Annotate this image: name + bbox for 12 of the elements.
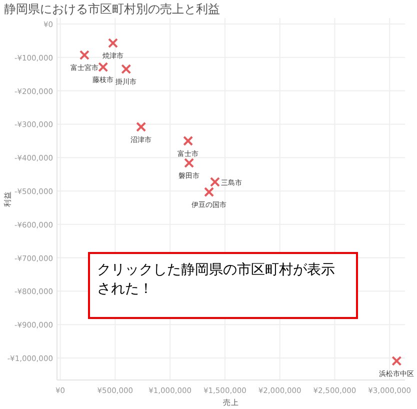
point (108, 38, 118, 48)
point (98, 62, 108, 72)
annotation: クリックした静岡県の市区町村が表示された！ (97, 262, 335, 297)
chart-title: 静岡県における市区町村別の売上と利益 (4, 2, 220, 16)
point (121, 64, 132, 74)
point (136, 122, 146, 132)
point (183, 136, 194, 146)
point (210, 176, 220, 187)
point (204, 186, 214, 197)
point (392, 356, 402, 366)
point (79, 50, 90, 60)
point (184, 158, 194, 168)
